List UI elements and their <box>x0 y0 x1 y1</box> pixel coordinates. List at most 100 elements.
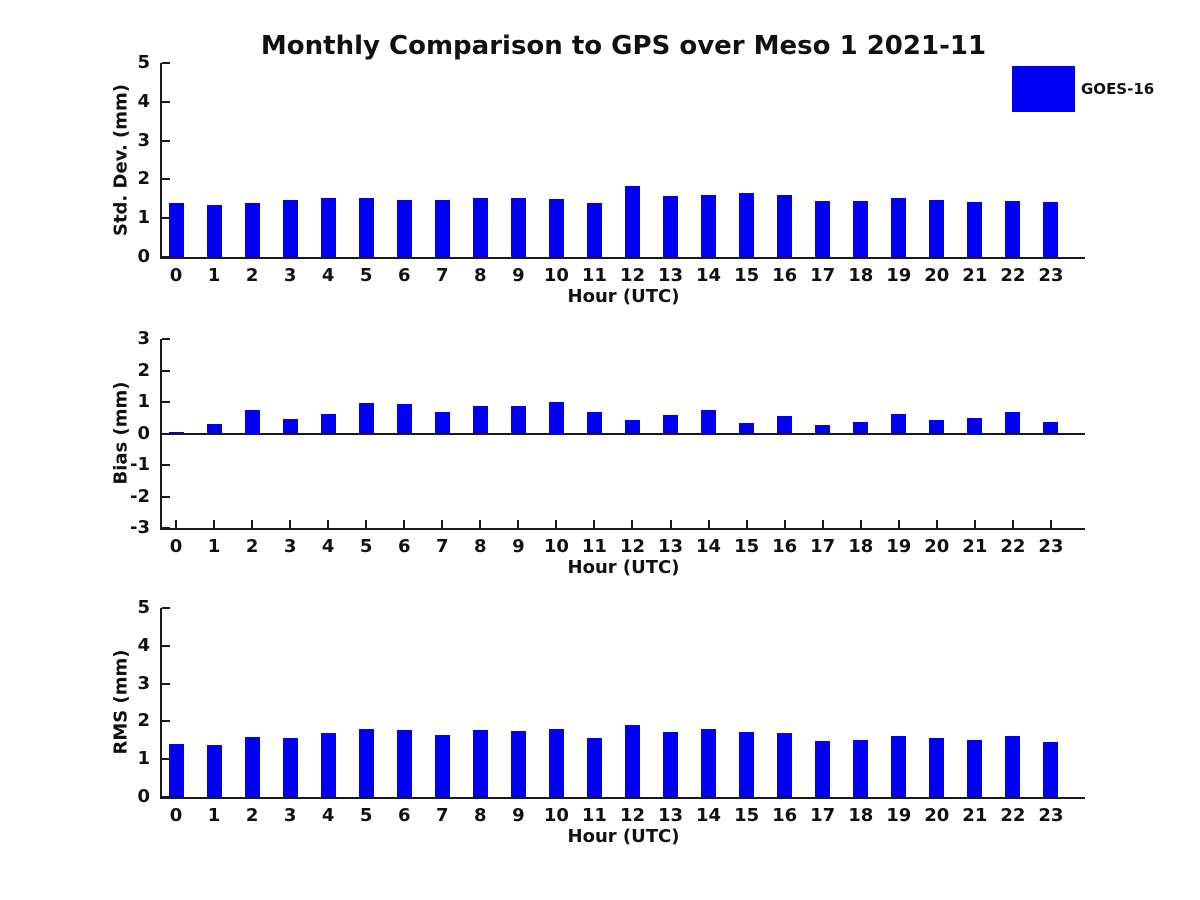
bar-hour-17 <box>815 201 831 257</box>
x-tick-label: 20 <box>924 805 950 826</box>
bar-hour-6 <box>396 730 412 797</box>
x-tick-label: 18 <box>848 805 874 826</box>
x-tick <box>935 520 938 528</box>
bar-hour-13 <box>663 414 679 434</box>
bar-hour-12 <box>624 419 640 434</box>
x-tick-label: 17 <box>810 536 836 557</box>
y-tick-label: 2 <box>137 710 150 732</box>
bar-hour-21 <box>967 202 983 257</box>
y-tick <box>162 139 170 142</box>
x-tick-label: 6 <box>397 805 411 826</box>
y-tick-label: -3 <box>130 517 150 538</box>
x-tick-label: 20 <box>924 536 950 557</box>
x-tick-label: 9 <box>512 536 525 557</box>
x-tick-label: 18 <box>848 536 874 557</box>
bar-hour-20 <box>929 738 945 797</box>
bar-hour-1 <box>206 205 222 257</box>
y-tick-label: 0 <box>137 246 150 267</box>
x-tick-label: 12 <box>619 536 645 557</box>
x-tick-label: 22 <box>1000 536 1026 557</box>
y-tick <box>162 217 170 220</box>
bar-hour-8 <box>472 730 488 797</box>
bar-hour-10 <box>548 729 564 797</box>
bar-hour-9 <box>510 731 526 797</box>
x-tick-label: 5 <box>359 536 373 557</box>
x-tick-label: 20 <box>924 265 950 286</box>
bar-hour-11 <box>586 411 602 434</box>
x-tick-label: 11 <box>581 536 607 557</box>
bar-hour-12 <box>624 725 640 797</box>
bar-hour-3 <box>282 199 298 257</box>
y-tick-label: -2 <box>130 485 150 507</box>
bar-hour-15 <box>739 423 755 434</box>
x-tick-label: 15 <box>734 805 760 826</box>
bar-hour-16 <box>777 194 793 257</box>
x-tick <box>973 520 976 528</box>
x-tick-label: 8 <box>474 536 487 557</box>
x-tick-label: 17 <box>810 805 836 826</box>
x-tick-label: 14 <box>696 265 722 286</box>
x-tick-label: 0 <box>169 805 183 826</box>
y-tick <box>162 432 170 435</box>
y-tick-label: 0 <box>137 786 150 807</box>
x-tick <box>251 520 254 528</box>
y-tick <box>162 464 170 466</box>
x-tick-label: 2 <box>245 805 259 826</box>
x-tick <box>859 520 862 528</box>
x-tick-label: 7 <box>436 536 449 557</box>
x-tick <box>1011 520 1014 528</box>
bar-hour-9 <box>510 405 526 434</box>
x-tick <box>365 520 368 528</box>
bar-hour-12 <box>624 185 640 257</box>
x-tick <box>327 520 330 528</box>
bar-hour-4 <box>320 414 336 434</box>
bar-hour-22 <box>1005 735 1021 797</box>
x-tick-label: 19 <box>886 265 912 286</box>
bar-hour-3 <box>282 738 298 797</box>
y-tick <box>162 796 170 798</box>
bar-hour-19 <box>891 198 907 257</box>
x-tick-label: 19 <box>886 805 912 826</box>
x-axis-label: Hour (UTC) <box>567 557 680 578</box>
x-tick-label: 2 <box>245 536 259 557</box>
x-tick <box>479 520 482 528</box>
x-tick <box>669 520 672 528</box>
x-tick-label: 15 <box>734 265 760 286</box>
x-tick-label: 16 <box>772 265 798 286</box>
bar-hour-23 <box>1043 421 1059 434</box>
y-tick <box>162 720 170 723</box>
x-tick-label: 3 <box>283 536 297 557</box>
y-tick <box>162 607 170 609</box>
bar-hour-15 <box>739 192 755 257</box>
y-tick-label: 3 <box>137 672 150 694</box>
x-tick-label: 13 <box>657 265 684 286</box>
x-tick <box>1049 520 1052 528</box>
x-tick <box>441 520 444 528</box>
x-tick <box>707 520 710 528</box>
y-axis-label: RMS (mm) <box>110 649 132 755</box>
x-tick-label: 15 <box>734 536 760 557</box>
bar-hour-3 <box>282 419 298 434</box>
y-tick <box>162 369 170 372</box>
chart-title: Monthly Comparison to GPS over Meso 1 20… <box>260 31 987 61</box>
x-tick-label: 5 <box>359 805 373 826</box>
bar-hour-16 <box>777 732 793 797</box>
bar-hour-0 <box>168 203 184 257</box>
bar-hour-22 <box>1005 200 1021 257</box>
bar-hour-2 <box>244 409 260 434</box>
x-tick-label: 18 <box>848 265 874 286</box>
bar-hour-15 <box>739 732 755 797</box>
x-axis-line <box>160 528 1085 530</box>
x-tick-label: 0 <box>169 265 183 286</box>
bar-hour-20 <box>929 199 945 257</box>
y-tick <box>162 62 170 64</box>
x-tick-label: 9 <box>512 265 525 286</box>
bar-hour-14 <box>701 409 717 434</box>
x-tick-label: 16 <box>772 805 798 826</box>
x-tick-label: 22 <box>1000 805 1026 826</box>
x-tick-label: 10 <box>543 536 569 557</box>
bar-hour-0 <box>168 431 184 434</box>
x-tick-label: 21 <box>962 536 988 557</box>
